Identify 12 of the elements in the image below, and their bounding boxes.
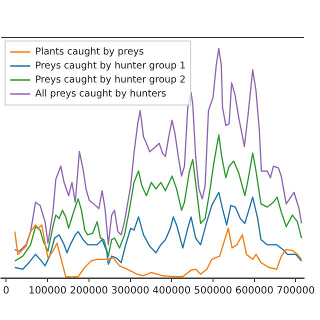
legend-label: Preys caught by hunter group 2	[35, 74, 186, 86]
x-tick-label: 500000	[194, 286, 232, 297]
legend-label: Plants caught by preys	[35, 46, 144, 58]
x-tick-label: 0	[2, 286, 10, 297]
x-tick-label: 100000	[28, 286, 67, 297]
legend-label: Preys caught by hunter group 1	[35, 60, 186, 72]
x-tick-label: 600000	[235, 286, 274, 297]
x-tick-label: 200000	[70, 286, 108, 297]
x-tick-label: 300000	[111, 286, 150, 297]
x-tick-label: 400000	[152, 286, 191, 297]
legend-label: All preys caught by hunters	[35, 88, 166, 100]
x-tick-label: 700000	[276, 286, 315, 297]
